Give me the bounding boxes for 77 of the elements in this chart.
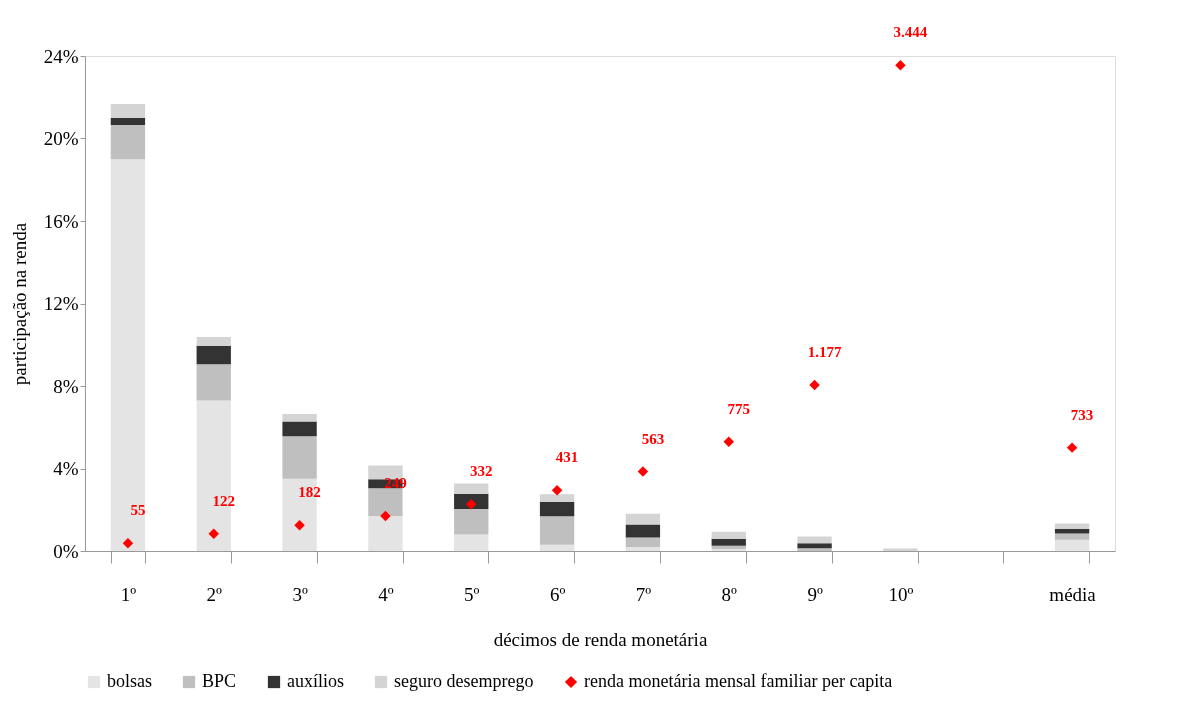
bar [539,502,575,517]
bar [711,538,746,546]
legend-label: seguro desemprego [394,671,534,691]
data-label: 122 [212,492,235,509]
bar [1054,523,1090,529]
data-label: 1.177 [807,344,842,361]
bar [625,513,661,525]
bar [196,336,231,346]
bar [625,524,661,538]
y-tick-label: 12% [43,293,79,314]
bar [539,494,575,503]
bar [454,534,489,551]
point [122,538,134,549]
bar [196,345,231,365]
x-tick-label: 9º [807,583,823,605]
point [551,484,563,496]
y-tick-label: 8% [53,375,79,397]
bar [368,488,403,516]
bar [110,104,146,118]
data-label: 3.444 [893,24,928,41]
bar [454,508,489,535]
x-axis-title: décimos de renda monetária [493,628,708,650]
x-tick-label: 2º [206,583,223,605]
bar [539,544,575,551]
x-tick-label: 8º [721,583,738,605]
x-tick-label: 7º [635,583,652,605]
y-tick-label: 0% [53,540,79,562]
x-tick-label: 5º [464,583,480,605]
x-tick-label: 10º [888,583,914,605]
bar [282,414,317,422]
bar [368,515,403,551]
x-tick-label: 1º [120,583,137,605]
point [723,436,734,447]
legend-label: BPC [202,671,237,691]
data-label: 55 [130,502,146,519]
point [380,510,391,522]
point [294,520,305,531]
bar [797,543,832,549]
bar [282,421,317,437]
bar [454,483,489,494]
point [637,466,649,477]
bar [797,548,832,551]
legend-label: auxílios [287,671,344,691]
bar [282,436,317,479]
bar [110,159,146,551]
bar [196,364,231,401]
y-tick-label: 16% [43,210,79,232]
bar [368,465,403,480]
bar [539,516,575,545]
x-tick-label: 6º [549,583,566,605]
data-label: 563 [641,430,665,447]
bar [797,536,832,544]
y-tick-label: 20% [43,128,79,149]
legend-label: bolsas [107,671,152,691]
data-label: 775 [727,400,750,417]
y-tick-label: 24% [43,45,79,67]
x-tick-label: 3º [292,583,308,605]
y-axis-title: participação na renda [8,222,30,386]
bar [625,546,661,551]
point [809,379,820,391]
bar [1054,539,1090,551]
data-label: 182 [298,484,321,501]
bar [625,537,661,547]
point [1066,442,1078,453]
bar [1054,533,1090,540]
x-tick-label: 4º [378,583,394,605]
data-label: 733 [1070,406,1094,423]
bar [711,531,746,539]
point [895,60,906,71]
bar [110,117,146,126]
point [208,528,219,540]
x-tick-label: média [1049,583,1097,605]
bar [110,125,146,160]
legend-label: renda monetária mensal familiar per capita [584,671,893,691]
y-tick-label: 4% [53,458,79,479]
data-label: 332 [470,463,493,480]
data-label: 431 [555,449,579,466]
